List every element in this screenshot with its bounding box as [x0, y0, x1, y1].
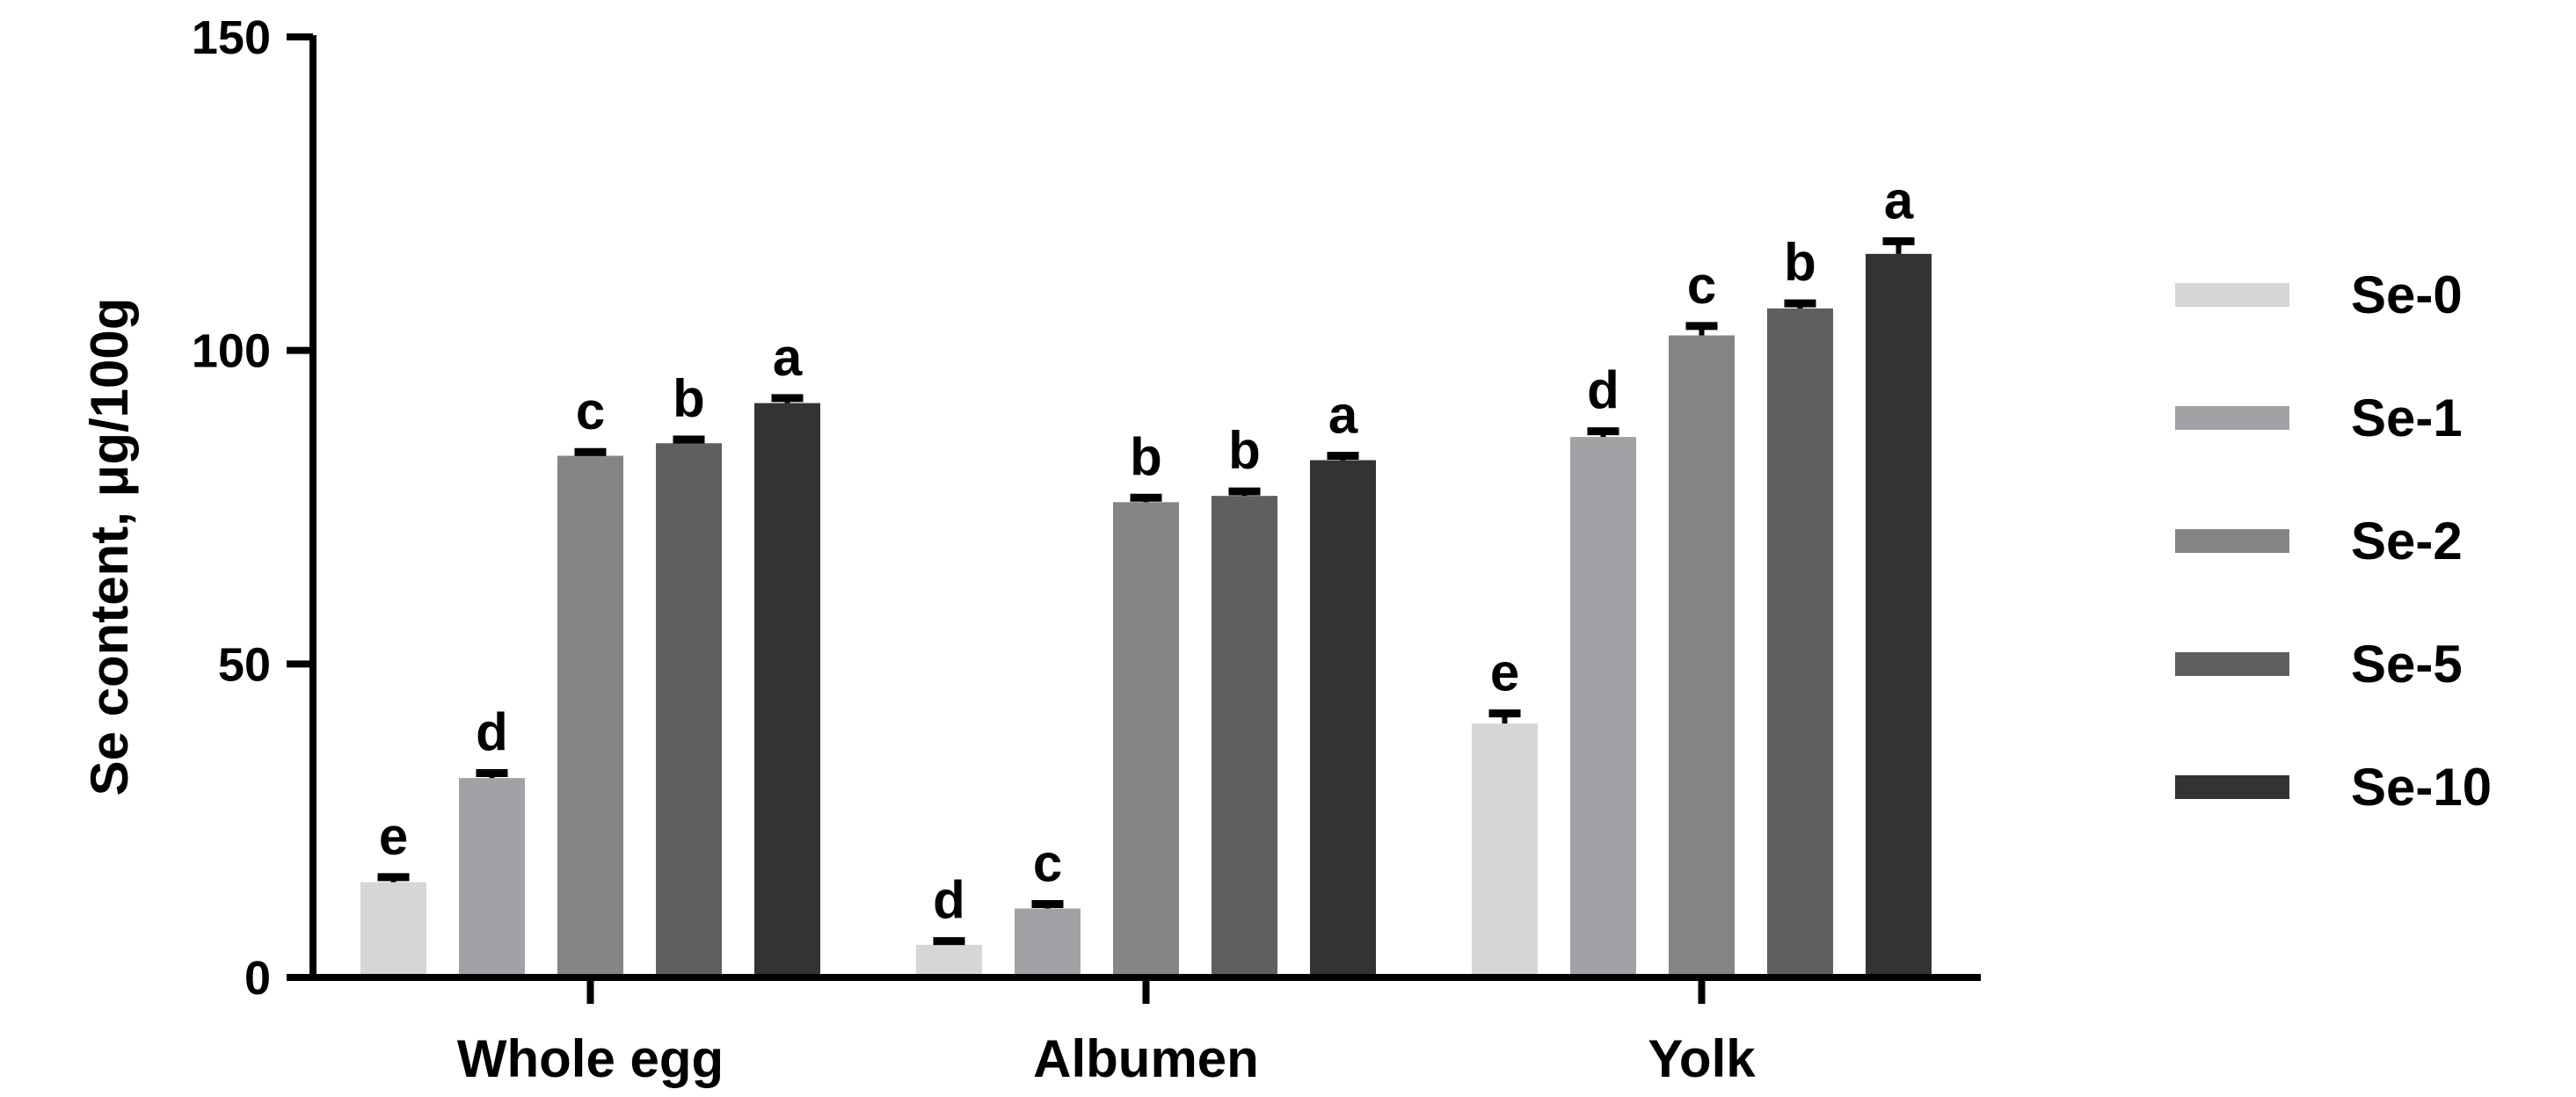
significance-letter: b — [1130, 427, 1162, 486]
bar-se-10-2 — [1866, 253, 1932, 977]
significance-letter: e — [379, 807, 408, 866]
bar-se-1-1 — [1015, 908, 1081, 977]
significance-letter: c — [1687, 256, 1716, 315]
significance-letter: a — [1884, 171, 1914, 230]
significance-letter: d — [933, 871, 965, 930]
significance-letter: d — [476, 702, 508, 761]
y-tick-label: 150 — [192, 11, 271, 64]
bar-se-10-0 — [754, 403, 820, 977]
significance-letter: b — [1228, 421, 1261, 480]
legend-label-se-0: Se-0 — [2351, 265, 2463, 324]
legend: Se-0 Se-1 Se-2 Se-5 Se-10 — [2175, 265, 2492, 817]
y-axis-label: Se content, μg/100g — [80, 298, 139, 796]
legend-label-se-10: Se-10 — [2351, 758, 2492, 817]
significance-letter: c — [576, 381, 605, 440]
x-tick-label: Whole egg — [457, 1029, 724, 1088]
bar-se-0-2 — [1472, 723, 1538, 977]
legend-label-se-5: Se-5 — [2351, 635, 2463, 694]
significance-letter: b — [673, 369, 705, 428]
significance-letter: a — [773, 328, 803, 387]
bar-se-2-2 — [1669, 335, 1735, 978]
significance-letter: c — [1033, 834, 1062, 893]
axes-layer: 0 50 100 150 Whole egg Albumen Yolk Se content,… — [80, 11, 1981, 1088]
bar-se-10-1 — [1310, 460, 1376, 977]
legend-swatch-se-0 — [2175, 283, 2289, 307]
significance-letter: d — [1587, 361, 1619, 420]
legend-swatch-se-10 — [2175, 775, 2289, 799]
legend-swatch-se-2 — [2175, 529, 2289, 553]
bar-se-2-0 — [557, 455, 623, 977]
bar-se-1-2 — [1570, 437, 1636, 977]
legend-swatch-se-1 — [2175, 406, 2289, 430]
bar-se-5-1 — [1212, 496, 1277, 977]
x-tick-label: Albumen — [1033, 1029, 1259, 1088]
y-tick-label: 50 — [218, 638, 271, 691]
bar-se-2-1 — [1113, 502, 1179, 977]
legend-label-se-1: Se-1 — [2351, 389, 2463, 447]
bar-se-5-2 — [1767, 308, 1833, 978]
legend-label-se-2: Se-2 — [2351, 512, 2463, 570]
bar-se-1-0 — [459, 778, 525, 977]
y-tick-label: 100 — [192, 325, 271, 378]
bars-layer: e d e d c d c b c b b b a a a — [360, 171, 1932, 978]
significance-letter: a — [1328, 386, 1358, 445]
bar-se-5-0 — [656, 443, 722, 977]
bar-se-0-1 — [916, 944, 982, 977]
significance-letter: e — [1490, 643, 1519, 702]
significance-letter: b — [1784, 233, 1816, 292]
x-tick-label: Yolk — [1648, 1029, 1756, 1088]
bar-se-0-0 — [360, 882, 426, 977]
legend-swatch-se-5 — [2175, 652, 2289, 676]
y-tick-label: 0 — [244, 952, 271, 1005]
